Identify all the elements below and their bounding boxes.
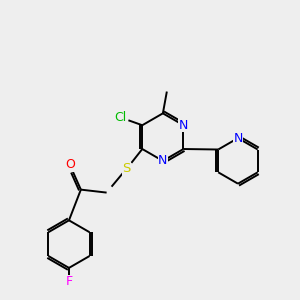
Text: Cl: Cl [114, 111, 127, 124]
Text: N: N [233, 132, 243, 145]
Text: N: N [158, 154, 168, 167]
Text: F: F [65, 275, 73, 288]
Text: O: O [65, 158, 75, 171]
Text: N: N [179, 119, 188, 132]
Text: S: S [122, 162, 130, 175]
